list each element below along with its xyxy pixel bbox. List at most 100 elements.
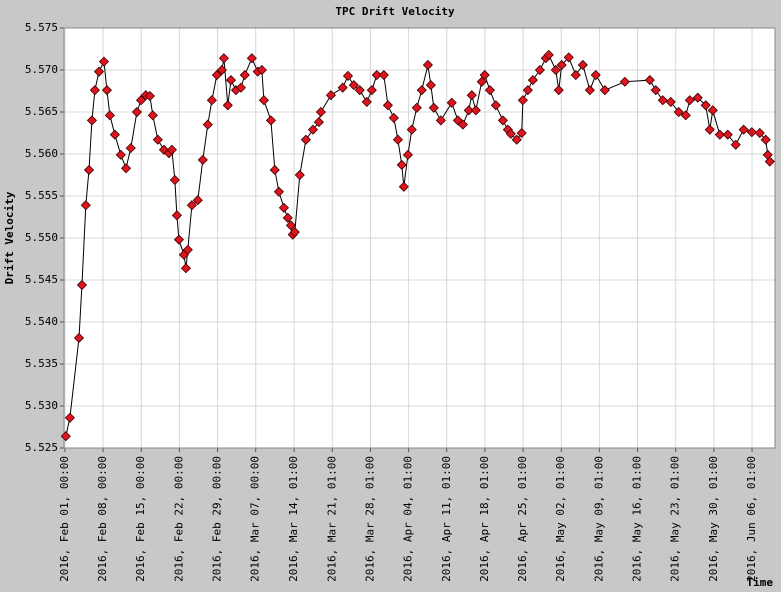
y-tick-label: 5.565 [25,105,58,118]
data-point [738,124,749,135]
x-tick-label: 2016, May 23, 01:00 [669,456,682,582]
data-point [476,76,487,87]
data-point [619,76,630,87]
data-point [325,90,336,101]
y-tick-label: 5.535 [25,357,58,370]
data-point [256,64,267,76]
data-point [180,263,192,274]
data-point [553,85,564,96]
x-tick-label: 2016, Apr 25, 01:00 [516,456,529,582]
x-tick-label: 2016, May 09, 01:00 [592,456,605,582]
data-point [463,105,474,116]
data-point [673,106,684,118]
y-axis-label: Drift Velocity [3,191,16,284]
data-point [186,200,197,211]
data-point [392,134,403,145]
data-point [246,53,257,64]
data-point [282,212,293,223]
data-point [222,100,233,111]
data-point [171,210,182,221]
x-tick-label: 2016, Jun 06, 01:00 [745,456,758,582]
data-point [147,110,158,121]
data-point [294,169,305,181]
data-point [457,119,468,130]
data-point [361,96,372,107]
data-point [665,96,676,107]
data-point [650,85,661,96]
data-point [218,53,229,64]
data-point [428,102,439,113]
data-point [382,100,393,111]
x-tick-label: 2016, Feb 15, 00:00 [134,456,147,582]
y-tick-label: 5.540 [25,315,58,328]
data-point [289,227,300,238]
data-point [746,127,757,138]
data-point [754,127,765,139]
x-tick-label: 2016, Mar 28, 01:00 [363,456,376,582]
data-point [764,156,775,167]
data-point [258,95,269,106]
plot-border [63,27,776,449]
data-point [570,69,581,81]
data-point [722,129,733,140]
x-tick-label: 2016, Mar 07, 00:00 [249,456,262,582]
data-point [497,115,508,126]
y-tick-label: 5.525 [25,441,58,454]
data-point [563,52,574,63]
data-point [517,95,528,106]
data-point [89,85,100,96]
data-point [584,85,595,96]
data-point [166,144,177,155]
x-tick-label: 2016, May 16, 01:00 [631,456,644,582]
data-point [80,200,91,211]
y-tick-label: 5.555 [25,189,58,202]
x-axis-label: Time [747,576,774,589]
x-tick-label: 2016, Apr 18, 01:00 [478,456,491,582]
data-point [556,59,567,71]
data-point [235,82,247,93]
data-point [337,82,348,93]
data-point [388,112,399,123]
data-point [342,70,354,81]
data-point [300,134,311,145]
y-tick-label: 5.530 [25,399,58,412]
data-point [307,124,319,135]
data-point [511,134,522,145]
data-point [169,174,180,186]
data-point [425,80,436,91]
data-point [522,85,533,96]
data-point [104,110,115,121]
data-point [416,85,427,96]
data-point [285,220,296,231]
data-point [211,69,222,81]
data-point [577,59,588,71]
data-point [64,412,75,423]
data-point [239,69,250,81]
data-point [422,59,433,71]
data-point [707,105,718,116]
x-tick-label: 2016, Feb 29, 00:00 [211,456,224,582]
data-point [599,85,610,96]
x-tick-label: 2016, May 30, 01:00 [707,456,720,582]
data-point [101,85,112,96]
data-point [484,85,495,96]
data-point [152,134,163,145]
data-point [202,119,213,130]
data-point [86,115,98,126]
data-point [516,127,527,139]
data-point [479,69,490,81]
data-point [490,100,501,111]
data-point [398,181,409,192]
data-point [435,115,446,126]
data-point [692,92,703,103]
data-point [93,66,105,77]
data-point [396,159,407,170]
data-point [60,431,71,442]
data-point [348,80,359,91]
y-tick-label: 5.570 [25,63,58,76]
data-point [657,95,668,106]
data-point [120,163,132,174]
x-tick-label: 2016, Mar 21, 01:00 [325,456,338,582]
